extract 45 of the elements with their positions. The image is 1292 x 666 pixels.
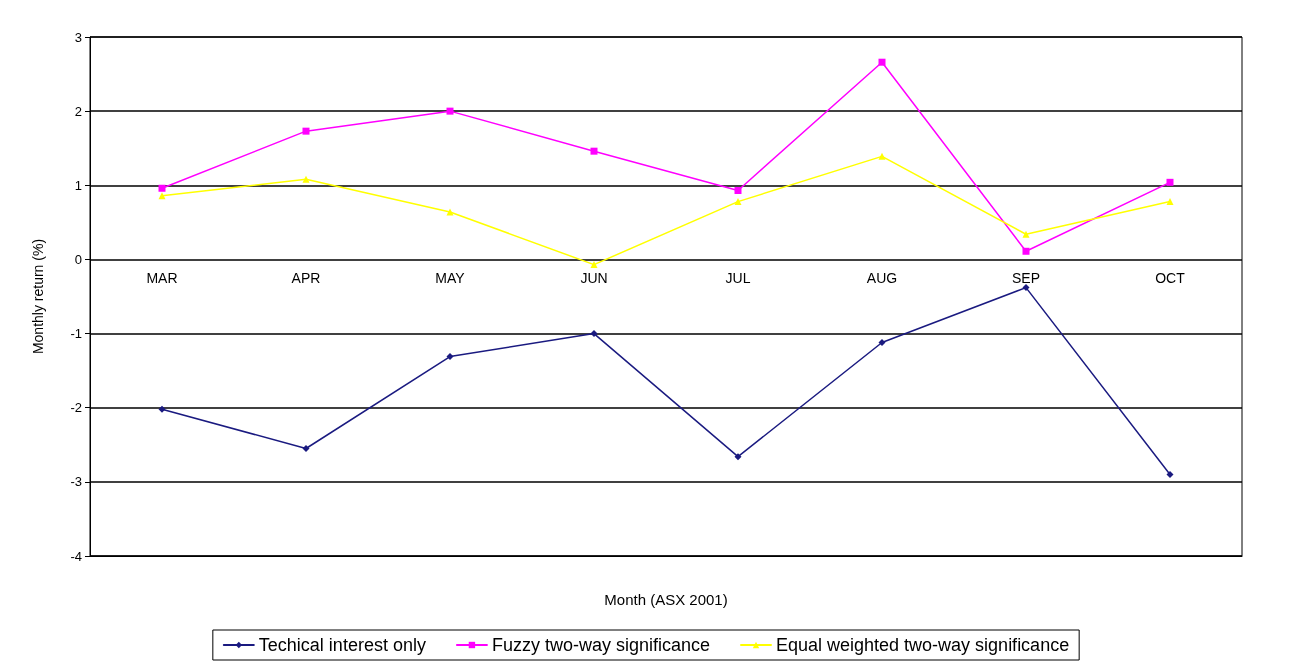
point [302,175,310,183]
point [302,127,310,135]
y-tick-label: -3 [70,474,82,490]
point [1022,247,1030,255]
point [878,58,886,66]
point [158,184,166,192]
point [878,338,886,346]
point [878,152,886,160]
point [590,330,598,338]
point [1166,470,1174,478]
x-tick-label: APR [291,270,321,287]
y-tick-label: -2 [70,400,82,416]
legend-label: Equal weighted two-way significance [776,635,1070,655]
legend-label: Fuzzy two-way significance [491,635,710,655]
point [1022,230,1030,238]
y-tick-label: -1 [70,326,82,342]
x-tick-label: JUN [580,270,608,287]
point [158,405,166,413]
x-tick-label: MAR [146,270,178,287]
x-tick-label: OCT [1155,270,1186,287]
point [734,453,742,461]
x-tick-label: JUL [725,270,751,287]
x-axis-title: Month (ASX 2001) [604,591,728,608]
point [1166,198,1174,206]
x-tick-label: SEP [1011,270,1041,287]
point [734,198,742,206]
point [1166,178,1174,186]
point [302,444,310,452]
point [590,261,598,269]
point [446,353,454,361]
y-tick-label: 2 [74,103,82,119]
point [1022,284,1030,292]
y-tick-label: 1 [74,177,82,193]
point [446,208,454,216]
point [590,147,598,155]
y-tick-label: -4 [70,548,82,564]
point [734,186,742,194]
x-tick-label: AUG [866,270,898,287]
legend-label: Techical interest only [258,635,426,655]
point [446,107,454,115]
y-tick-label: 3 [74,29,82,45]
y-axis-title: Monthly return (%) [30,238,46,355]
y-tick-label: 0 [74,251,82,267]
point [158,192,166,200]
x-tick-label: MAY [435,270,466,287]
